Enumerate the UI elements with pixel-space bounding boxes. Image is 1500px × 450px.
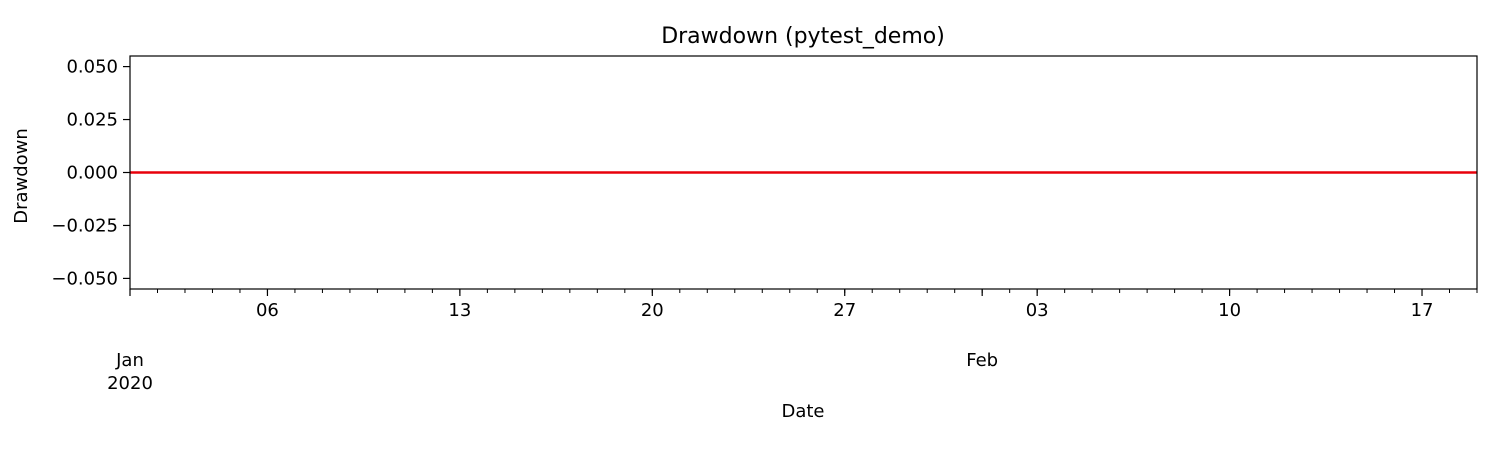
x-tick-label-1: 13 bbox=[448, 300, 471, 321]
y-tick-label-0: 0.050 bbox=[66, 57, 118, 78]
x-year-label-0: 2020 bbox=[107, 373, 153, 394]
x-month-label-0: Jan bbox=[115, 350, 144, 371]
chart-title: Drawdown (pytest_demo) bbox=[661, 24, 945, 49]
x-tick-label-3: 27 bbox=[833, 300, 856, 321]
x-tick-label-4: 03 bbox=[1026, 300, 1049, 321]
x-month-label-1: Feb bbox=[966, 350, 998, 371]
x-tick-label-0: 06 bbox=[256, 300, 279, 321]
y-tick-label-3: −0.025 bbox=[51, 215, 118, 236]
x-tick-label-2: 20 bbox=[641, 300, 664, 321]
y-axis-label: Drawdown bbox=[11, 128, 32, 224]
x-axis-label: Date bbox=[781, 401, 824, 422]
y-tick-label-4: −0.050 bbox=[51, 268, 118, 289]
y-tick-label-1: 0.025 bbox=[66, 110, 118, 131]
plot-area: 0.050 0.025 0.000 −0.025 −0.050 06 13 20 27 03 10 1… bbox=[51, 55, 1478, 394]
x-tick-label-5: 10 bbox=[1218, 300, 1241, 321]
y-tick-label-2: 0.000 bbox=[66, 163, 118, 184]
x-tick-label-6: 17 bbox=[1411, 300, 1434, 321]
